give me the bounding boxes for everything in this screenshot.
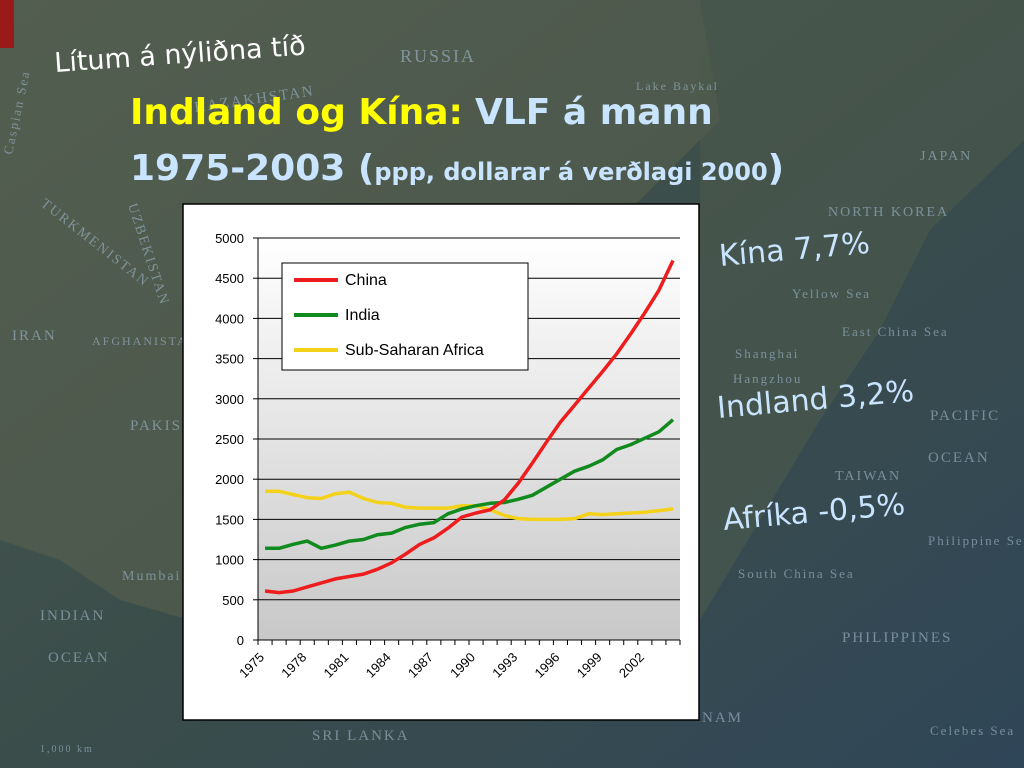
map-label: AFGHANISTAN bbox=[92, 334, 198, 348]
title-part: VLF á mann bbox=[475, 92, 713, 133]
title: Indland og Kína: VLF á mann bbox=[130, 92, 713, 133]
legend-label: Sub-Saharan Africa bbox=[345, 342, 484, 359]
map-label: South China Sea bbox=[738, 566, 855, 581]
map-label: Yellow Sea bbox=[792, 286, 871, 301]
y-tick-label: 3000 bbox=[215, 392, 244, 407]
legend-label: India bbox=[345, 307, 380, 324]
y-tick-label: 1000 bbox=[215, 553, 244, 568]
map-label: RUSSIA bbox=[400, 46, 476, 66]
map-label: SRI LANKA bbox=[312, 728, 410, 744]
map-label: OCEAN bbox=[48, 650, 110, 666]
y-tick-label: 500 bbox=[222, 593, 244, 608]
y-tick-label: 2000 bbox=[215, 472, 244, 487]
map-label: Lake Baykal bbox=[636, 79, 719, 93]
y-tick-label: 4000 bbox=[215, 311, 244, 326]
map-label: NAM bbox=[702, 710, 743, 726]
map-label: Celebes Sea bbox=[930, 723, 1015, 738]
map-label: NORTH KOREA bbox=[828, 205, 949, 220]
y-tick-label: 4500 bbox=[215, 271, 244, 286]
map-label: Hangzhou bbox=[733, 371, 802, 386]
title-part: ppp, dollarar á verðlagi 2000 bbox=[374, 158, 767, 186]
map-label: 1,000 km bbox=[40, 744, 94, 755]
map-label: INDIAN bbox=[40, 608, 105, 624]
chart: 0 500 1000 1500 2000 2500 3000 3500 4000 4500 5000… bbox=[215, 231, 681, 681]
y-tick-label: 1500 bbox=[215, 512, 244, 527]
y-tick-label: 5000 bbox=[215, 231, 244, 246]
y-tick-label: 2500 bbox=[215, 432, 244, 447]
title-line2: 1975-2003 (ppp, dollarar á verðlagi 2000… bbox=[130, 148, 784, 189]
y-tick-label: 3500 bbox=[215, 352, 244, 367]
title-part: ) bbox=[768, 148, 784, 189]
title-part: 1975-2003 ( bbox=[130, 148, 374, 189]
y-tick-label: 0 bbox=[237, 633, 244, 648]
map-label: IRAN bbox=[12, 328, 57, 344]
map-label: Mumbai bbox=[122, 569, 181, 584]
legend-label: China bbox=[345, 272, 387, 289]
map-label: East China Sea bbox=[842, 324, 949, 339]
map-label: OCEAN bbox=[928, 450, 990, 466]
series-line bbox=[264, 259, 675, 595]
map-label: TAIWAN bbox=[835, 469, 901, 484]
series-line bbox=[265, 418, 675, 551]
corner-mark bbox=[0, 0, 14, 48]
map-label: PACIFIC bbox=[930, 408, 1000, 424]
land bbox=[700, 0, 1024, 620]
map-label: JAPAN bbox=[920, 149, 972, 164]
title-part: Indland og Kína: bbox=[130, 92, 463, 133]
map-label: PHILIPPINES bbox=[842, 630, 952, 646]
map-label: Philippine Sea bbox=[928, 533, 1024, 548]
map-label: Shanghai bbox=[735, 346, 799, 361]
